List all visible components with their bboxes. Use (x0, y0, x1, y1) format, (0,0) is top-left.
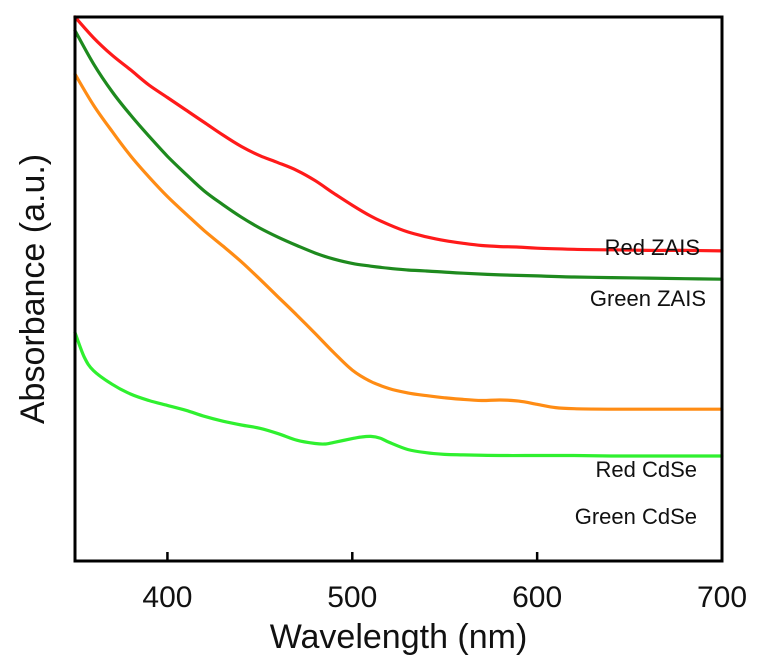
series-line-red-zais (73, 15, 724, 253)
series-labels: Red ZAIS Green ZAIS Red CdSe Green CdSe (575, 235, 706, 529)
x-tick-label: 500 (327, 581, 377, 614)
series-line-red-cdse (73, 72, 724, 411)
series-label-red-zais: Red ZAIS (605, 235, 700, 260)
series-line-green-zais (73, 29, 724, 281)
y-axis-title: Absorbance (a.u.) (14, 154, 52, 424)
x-axis-title: Wavelength (nm) (270, 618, 528, 656)
series-label-red-cdse: Red CdSe (595, 457, 697, 482)
x-tick-label: 700 (697, 581, 747, 614)
series-label-green-cdse: Green CdSe (575, 504, 697, 529)
series-label-green-zais: Green ZAIS (590, 286, 706, 311)
x-tick-label: 400 (142, 581, 192, 614)
x-tick-label: 600 (512, 581, 562, 614)
ticks-layer: 400 500 600 700 (142, 552, 747, 614)
series-layer (73, 15, 724, 458)
plot-frame (73, 15, 724, 563)
series-line-green-cdse (73, 330, 724, 458)
